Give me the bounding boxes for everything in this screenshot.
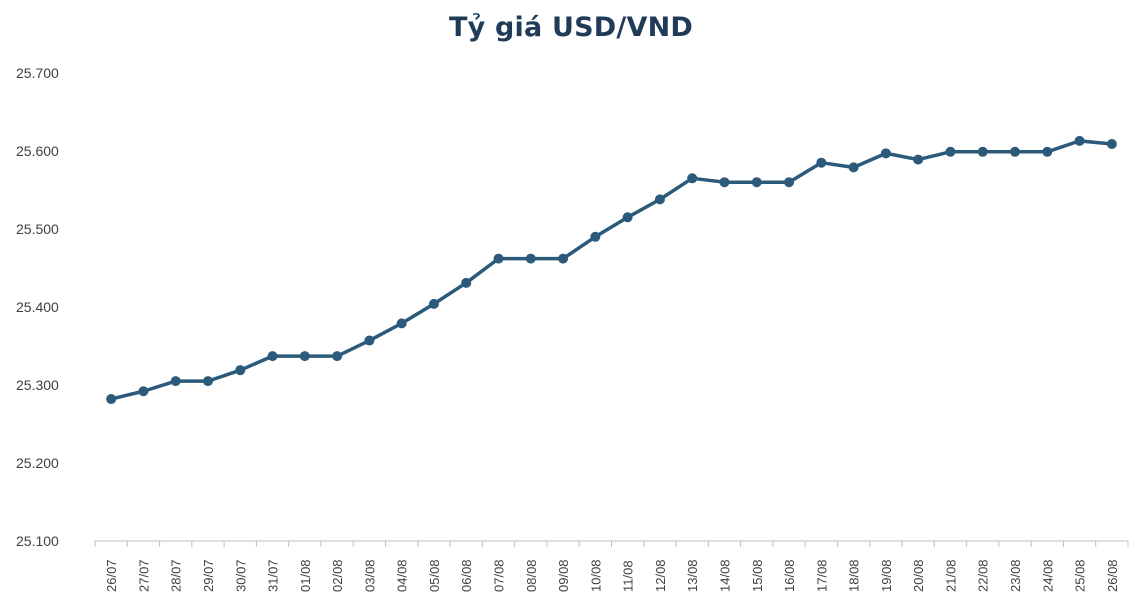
x-tick-label: 20/08 [911, 559, 926, 592]
x-tick-label: 13/08 [685, 559, 700, 592]
data-point-29-07 [202, 376, 213, 387]
series-layer [106, 135, 1117, 405]
x-tick-label: 06/08 [459, 559, 474, 592]
x-tick-label: 02/08 [330, 559, 345, 592]
data-point-20-08 [913, 154, 924, 165]
x-tick-label: 05/08 [427, 559, 442, 592]
data-point-19-08 [880, 148, 891, 159]
x-tick-label: 09/08 [556, 559, 571, 592]
data-point-08-08 [525, 253, 536, 264]
data-point-11-08 [622, 212, 633, 223]
y-tick-label: 25.200 [16, 455, 59, 471]
x-tick-label: 17/08 [814, 559, 829, 592]
series-line [109, 139, 1114, 401]
y-tick-label: 25.400 [16, 299, 59, 315]
data-point-31-07 [267, 351, 278, 362]
x-tick-label: 25/08 [1073, 559, 1088, 592]
x-tick-label: 08/08 [524, 559, 539, 592]
data-point-02-08 [332, 351, 343, 362]
data-point-24-08 [1042, 146, 1053, 157]
data-point-26-08 [1106, 138, 1117, 149]
x-tick-label: 21/08 [943, 559, 958, 592]
x-tick-label: 23/08 [1008, 559, 1023, 592]
x-tick-label: 26/07 [104, 559, 119, 592]
data-point-12-08 [654, 194, 665, 205]
x-tick-label: 15/08 [750, 559, 765, 592]
data-point-01-08 [299, 351, 310, 362]
y-tick-label: 25.100 [16, 533, 59, 549]
x-tick-label: 11/08 [621, 560, 636, 592]
y-tick-label: 25.600 [16, 143, 59, 159]
data-point-03-08 [364, 335, 375, 346]
x-tick-label: 14/08 [717, 559, 732, 592]
x-tick-label: 19/08 [879, 559, 894, 592]
x-tick-label: 29/07 [201, 559, 216, 592]
x-tick-label: 26/08 [1105, 559, 1120, 592]
x-tick-label: 03/08 [362, 559, 377, 592]
data-point-23-08 [1010, 146, 1021, 157]
x-tick-label: 12/08 [653, 559, 668, 592]
x-tick-label: 07/08 [492, 559, 507, 592]
x-tick-label: 24/08 [1040, 559, 1055, 592]
data-point-22-08 [977, 146, 988, 157]
x-tick-label: 10/08 [588, 559, 603, 592]
data-point-04-08 [396, 318, 407, 329]
y-axis: 25.100 25.200 25.300 25.400 25.500 25.600 25.7… [16, 65, 59, 549]
data-point-15-08 [751, 177, 762, 188]
data-point-16-08 [784, 177, 795, 188]
data-point-17-08 [816, 157, 827, 168]
x-tick-label: 31/07 [266, 559, 281, 592]
data-point-28-07 [170, 376, 181, 387]
x-tick-label: 30/07 [233, 559, 248, 592]
x-tick-label: 18/08 [847, 559, 862, 592]
data-point-27-07 [138, 386, 149, 397]
data-point-13-08 [687, 173, 698, 184]
data-point-21-08 [945, 146, 956, 157]
data-point-05-08 [428, 298, 439, 309]
x-tick-label: 16/08 [782, 559, 797, 592]
y-tick-label: 25.700 [16, 65, 59, 81]
data-point-25-08 [1074, 135, 1085, 146]
data-point-09-08 [558, 253, 569, 264]
data-point-07-08 [493, 253, 504, 264]
data-point-06-08 [461, 277, 472, 288]
data-point-30-07 [235, 365, 246, 376]
x-tick-label: 01/08 [298, 559, 313, 592]
x-tick-label: 04/08 [395, 559, 410, 592]
data-point-10-08 [590, 231, 601, 242]
x-tick-label: 22/08 [976, 559, 991, 592]
x-tick-label: 27/07 [136, 559, 151, 592]
data-point-18-08 [848, 162, 859, 173]
data-point-26-07 [106, 394, 117, 405]
x-axis: 26/07 27/07 28/07 29/07 30/07 31/07 01/08 02/08… [94, 540, 1129, 592]
x-tick-label: 28/07 [169, 559, 184, 592]
y-tick-label: 25.500 [16, 221, 59, 237]
data-point-14-08 [719, 177, 730, 188]
chart-title: Tỷ giá USD/VND [449, 12, 693, 43]
y-tick-label: 25.300 [16, 377, 59, 393]
